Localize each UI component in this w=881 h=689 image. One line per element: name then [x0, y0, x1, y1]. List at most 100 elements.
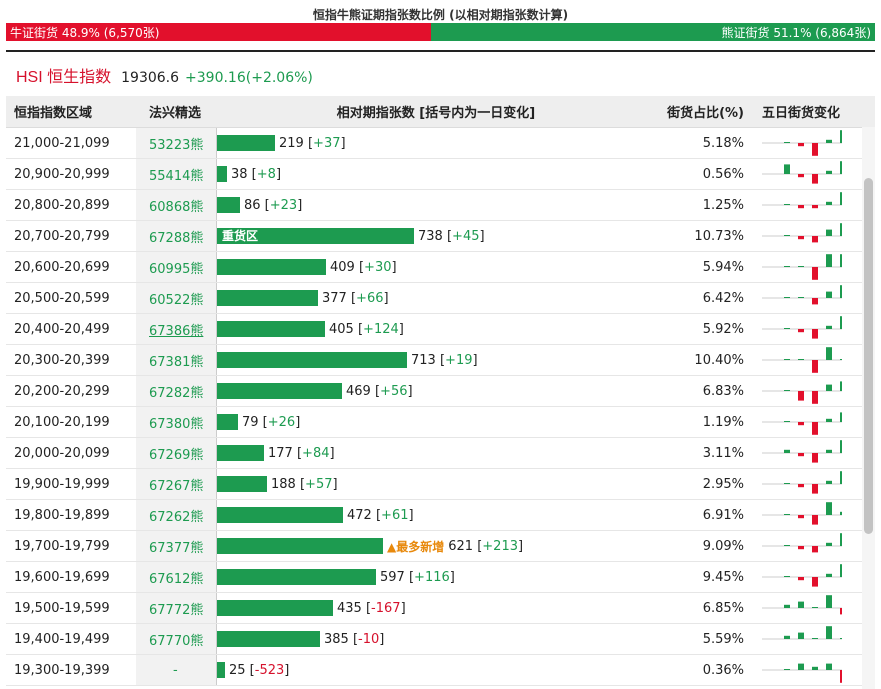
pct-cell: 1.25% [702, 197, 744, 213]
range-cell: 19,900-19,999 [14, 476, 110, 492]
day-change-bar [784, 635, 790, 639]
distribution-table: 恒指指数区域 法兴精选 相对期指张数 [括号内为一日变化] 街货占比(%) 五日… [6, 96, 875, 686]
table-row: 20,600-20,699 60995熊 409 [+30] 5.94% [6, 252, 875, 283]
scrollbar-thumb[interactable] [864, 178, 873, 534]
bear-warrant-link[interactable]: 60868熊 [149, 199, 204, 215]
contracts-bar [217, 507, 343, 523]
day-change-bar [826, 170, 832, 174]
day-change-bar [784, 142, 790, 143]
bear-cell: 67288熊 [136, 221, 216, 251]
bracket-open: [ [371, 507, 382, 523]
bear-cell: - [136, 655, 216, 685]
bear-warrant-link[interactable]: 67267熊 [149, 478, 204, 494]
bear-warrant-link[interactable]: 67381熊 [149, 354, 204, 370]
bear-warrant-link[interactable]: 60995熊 [149, 261, 204, 277]
bear-warrant-link[interactable]: 67288熊 [149, 230, 204, 246]
contracts-cell: 25 [-523] [216, 655, 656, 685]
five-day-sparkbars [762, 564, 842, 587]
day-change-bar [826, 573, 832, 577]
bracket-open: [ [442, 228, 453, 244]
contracts-bar [217, 662, 225, 678]
index-name[interactable]: HSI 恒生指数 [16, 69, 112, 86]
contracts-value: 738 [+45] [418, 229, 485, 244]
pct-cell: 9.45% [702, 569, 744, 585]
bear-warrant-link[interactable]: 67377熊 [149, 540, 204, 556]
daily-change: +57 [305, 476, 333, 492]
contracts-cell: 377 [+66] [216, 283, 656, 313]
contracts-cell: ▲最多新增 621 [+213] [216, 531, 656, 561]
bear-warrant-link[interactable]: 60522熊 [149, 292, 204, 308]
daily-change: -523 [254, 662, 285, 678]
day-change-bar [812, 607, 818, 608]
range-cell: 19,700-19,799 [14, 538, 110, 554]
contracts-cell: 597 [+116] [216, 562, 656, 592]
day-change-bar [840, 440, 842, 453]
day-change-bar [812, 546, 818, 553]
range-cell: 20,000-20,099 [14, 445, 110, 461]
contracts-number: 469 [346, 383, 371, 399]
bear-warrant-link[interactable]: 67386熊 [149, 323, 204, 339]
five-day-cell [756, 624, 875, 654]
five-day-cell [756, 376, 875, 406]
bear-cell: 67381熊 [136, 345, 216, 375]
header-bear: 法兴精选 [149, 106, 202, 121]
day-change-bar [840, 161, 842, 174]
bracket-open: [ [303, 135, 314, 151]
day-change-bar [840, 608, 842, 615]
daily-change: +37 [313, 135, 341, 151]
header-contracts: 相对期指张数 [括号内为一日变化] [336, 106, 536, 121]
day-change-bar [826, 325, 832, 329]
five-day-cell [756, 407, 875, 437]
bear-warrant-link[interactable]: 53223熊 [149, 137, 204, 153]
five-day-cell [756, 314, 875, 344]
range-cell: 20,300-20,399 [14, 352, 110, 368]
bear-warrant-link[interactable]: 67269熊 [149, 447, 204, 463]
contracts-value: 177 [+84] [268, 446, 335, 461]
bear-warrant-link[interactable]: 67282熊 [149, 385, 204, 401]
day-change-bar [826, 449, 832, 453]
five-day-cell [756, 562, 875, 592]
range-cell: 19,800-19,899 [14, 507, 110, 523]
day-change-bar [798, 236, 804, 240]
day-change-bar [826, 201, 832, 205]
day-change-bar [784, 328, 790, 329]
day-change-bar [784, 266, 790, 267]
daily-change: +66 [356, 290, 384, 306]
bear-warrant-link[interactable]: 67772熊 [149, 602, 204, 618]
day-change-bar [826, 418, 832, 422]
index-change: +390.16(+2.06%) [185, 70, 313, 86]
bear-cell: 60995熊 [136, 252, 216, 282]
contracts-number: 188 [271, 476, 296, 492]
table-row: 19,500-19,599 67772熊 435 [-167] 6.85% [6, 593, 875, 624]
table-row: 19,400-19,499 67770熊 385 [-10] 5.59% [6, 624, 875, 655]
range-cell: 20,900-20,999 [14, 166, 110, 182]
day-change-bar [826, 480, 832, 484]
day-change-bar [784, 483, 790, 484]
day-change-bar [812, 298, 818, 305]
table-row: 20,900-20,999 55414熊 38 [+8] 0.56% [6, 159, 875, 190]
contracts-number: 377 [322, 290, 347, 306]
five-day-cell [756, 655, 875, 685]
five-day-sparkbars [762, 502, 842, 525]
contracts-bar [217, 135, 275, 151]
bear-cell: 67267熊 [136, 469, 216, 499]
bear-warrant-link[interactable]: 55414熊 [149, 168, 204, 184]
bear-warrant-link[interactable]: 67770熊 [149, 633, 204, 649]
bracket-close: ] [329, 445, 335, 461]
five-day-sparkbars [762, 381, 842, 404]
bear-cell: 67269熊 [136, 438, 216, 468]
day-change-bar [784, 164, 790, 174]
table-row: 20,300-20,399 67381熊 713 [+19] 10.40% [6, 345, 875, 376]
pct-cell: 6.42% [702, 290, 744, 306]
contracts-value: 79 [+26] [242, 415, 300, 430]
bear-warrant-link[interactable]: 67262熊 [149, 509, 204, 525]
bear-warrant-link[interactable]: 67380熊 [149, 416, 204, 432]
index-quote: HSI 恒生指数 19306.6 +390.16(+2.06%) [16, 63, 313, 87]
bracket-open: [ [354, 259, 365, 275]
contracts-bar [217, 197, 240, 213]
pct-cell: 10.40% [694, 352, 744, 368]
bracket-close: ] [332, 476, 338, 492]
daily-change: +116 [414, 569, 450, 585]
bear-cell: 60522熊 [136, 283, 216, 313]
bear-warrant-link[interactable]: 67612熊 [149, 571, 204, 587]
